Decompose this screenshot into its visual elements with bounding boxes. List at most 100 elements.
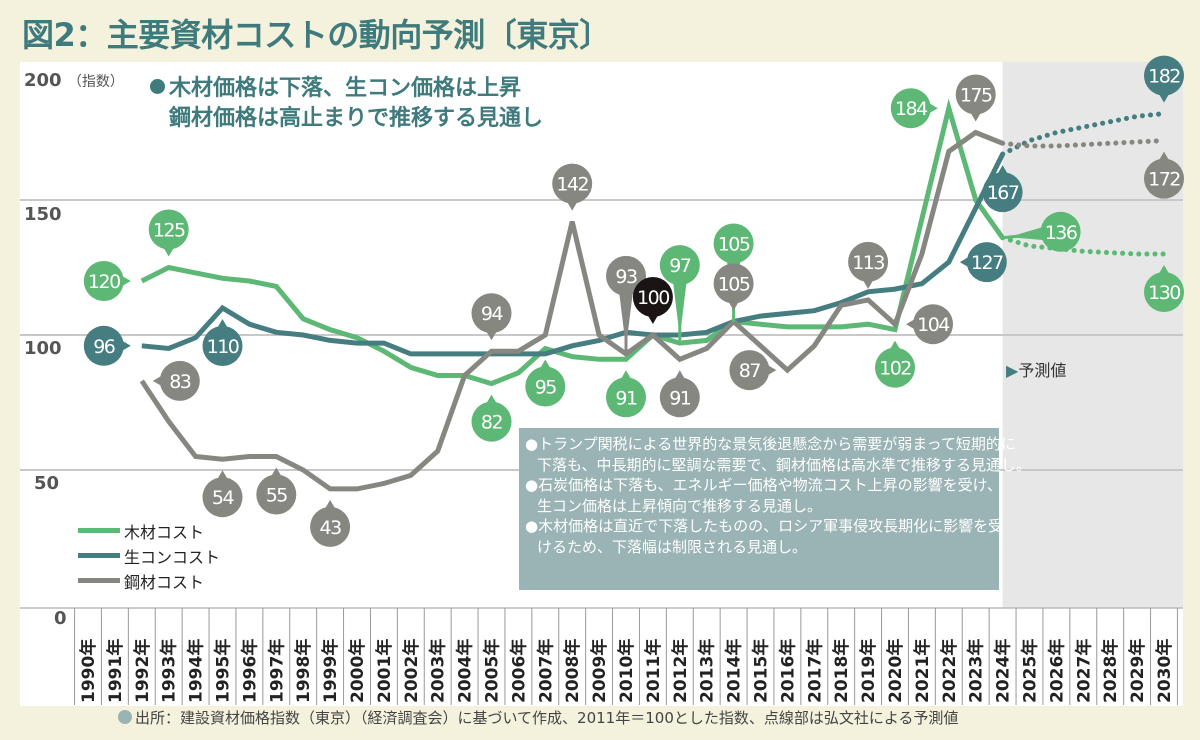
label-value: 93 bbox=[615, 266, 637, 288]
label-bubble bbox=[310, 506, 351, 547]
x-tick-label: 2013年 bbox=[697, 639, 718, 703]
y-tick-100: 100 bbox=[24, 338, 62, 359]
label-bubble bbox=[713, 263, 754, 304]
x-tick-label: 1996年 bbox=[239, 639, 260, 703]
label-bubble bbox=[729, 350, 770, 391]
label-pointer bbox=[1008, 226, 1047, 241]
y-tick-200: 200 （指数） bbox=[24, 70, 124, 91]
label-bubble bbox=[632, 277, 673, 317]
label-value: 127 bbox=[971, 252, 1003, 274]
data-label-steel: 113 bbox=[848, 241, 889, 289]
y-axis-unit: （指数） bbox=[67, 74, 124, 90]
headline-line2: 鋼材価格は高止まりで推移する見通し bbox=[169, 106, 544, 131]
x-tick-label: 1992年 bbox=[132, 639, 153, 703]
series-line-concrete bbox=[141, 152, 1005, 357]
label-value: 182 bbox=[1148, 66, 1180, 88]
x-tick-label: 1991年 bbox=[105, 639, 126, 703]
data-label-steel: 93 bbox=[606, 255, 646, 354]
data-label-wood: 125 bbox=[148, 209, 189, 257]
x-tick-label: 2029年 bbox=[1127, 639, 1148, 703]
x-tick-label: 2028年 bbox=[1100, 639, 1121, 703]
x-tick-label: 2014年 bbox=[724, 639, 745, 703]
data-label-steel: 175 bbox=[955, 74, 996, 122]
x-tick-label: 2024年 bbox=[993, 639, 1014, 703]
label-bubble bbox=[606, 255, 646, 296]
data-label-concrete: 96 bbox=[83, 325, 131, 366]
label-value: 172 bbox=[1148, 169, 1180, 191]
label-bubble bbox=[256, 474, 297, 515]
x-tick-label: 2000年 bbox=[347, 639, 368, 703]
label-value: 105 bbox=[718, 234, 750, 256]
legend-item-concrete: 生コンコスト bbox=[78, 543, 220, 568]
data-label-wood: 82 bbox=[471, 394, 512, 442]
data-label-steel: 104 bbox=[906, 304, 953, 345]
label-value: 55 bbox=[266, 485, 288, 507]
data-label-wood: 184 bbox=[890, 88, 938, 129]
legend-swatch bbox=[78, 528, 120, 533]
legend-label: 木材コスト bbox=[124, 522, 205, 542]
x-tick-label: 1997年 bbox=[266, 639, 287, 703]
x-tick-label: 2026年 bbox=[1046, 639, 1067, 703]
series-line-wood bbox=[140, 98, 1005, 387]
legend-item-steel: 鋼材コスト bbox=[78, 568, 220, 593]
data-label-wood: 130 bbox=[1144, 265, 1184, 312]
label-bubble bbox=[148, 209, 189, 250]
label-value: 83 bbox=[169, 371, 191, 393]
bullet-icon bbox=[118, 710, 132, 724]
label-value: 120 bbox=[88, 271, 120, 293]
data-label-wood: 136 bbox=[1002, 211, 1081, 252]
label-bubble bbox=[890, 88, 931, 129]
data-label-concrete: 127 bbox=[959, 242, 1007, 283]
data-label-steel: 172 bbox=[1144, 151, 1184, 199]
label-bubble bbox=[83, 261, 124, 301]
x-tick-label: 2017年 bbox=[804, 639, 825, 703]
x-tick-label: 1999年 bbox=[320, 639, 341, 703]
label-value: 113 bbox=[852, 252, 884, 274]
label-bubble bbox=[659, 245, 700, 286]
label-bubble bbox=[202, 326, 243, 366]
commentary-box: ●トランプ関税による世界的な景気後退懸念から需要が弱まって短期的に 下落も、中長… bbox=[519, 428, 1031, 590]
label-bubble bbox=[913, 304, 953, 345]
label-pointer bbox=[619, 290, 633, 348]
x-tick-label: 1990年 bbox=[78, 639, 99, 703]
data-label-steel: 55 bbox=[256, 467, 297, 515]
data-label-steel: 87 bbox=[729, 350, 777, 391]
data-label-steel: 91 bbox=[659, 370, 700, 418]
x-tick-label: 2008年 bbox=[562, 639, 583, 703]
label-value: 104 bbox=[917, 314, 950, 336]
x-tick-label: 2015年 bbox=[751, 639, 772, 703]
note-line: ●木材価格は直近で下落したものの、ロシア軍事侵攻長期化に影響を受 bbox=[525, 517, 1004, 535]
label-value: 184 bbox=[895, 98, 928, 120]
data-label-steel: 54 bbox=[202, 470, 243, 518]
y-tick-0: 0 bbox=[54, 608, 67, 629]
x-tick-label: 2018年 bbox=[831, 639, 852, 703]
source-text: 出所：建設資材価格指数（東京）（経済調査会）に基づいて作成、2011年＝100と… bbox=[135, 709, 959, 727]
x-tick-label: 2006年 bbox=[508, 639, 529, 703]
data-label-wood: 97 bbox=[659, 245, 700, 344]
label-value: 125 bbox=[153, 220, 185, 242]
x-tick-label: 1995年 bbox=[213, 639, 234, 703]
label-bubble bbox=[1144, 272, 1184, 312]
label-value: 97 bbox=[669, 255, 691, 277]
x-tick-label: 1998年 bbox=[293, 639, 314, 703]
headline-line1: 木材価格は下落、生コン価格は上昇 bbox=[169, 76, 522, 101]
label-bubble bbox=[525, 366, 566, 407]
label-value: 100 bbox=[637, 287, 669, 309]
x-tick-label: 2019年 bbox=[858, 639, 879, 703]
x-tick-label: 2011年 bbox=[643, 639, 664, 703]
label-bubble bbox=[713, 223, 754, 264]
chart-title: 図2：主要資材コストの動向予測〔東京〕 bbox=[22, 16, 611, 54]
source-footer: 出所：建設資材価格指数（東京）（経済調査会）に基づいて作成、2011年＝100と… bbox=[118, 707, 958, 728]
headline: 木材価格は下落、生コン価格は上昇 鋼材価格は高止まりで推移する見通し bbox=[150, 74, 543, 134]
label-bubble bbox=[471, 401, 512, 442]
label-value: 96 bbox=[93, 336, 115, 358]
plot-panel bbox=[20, 62, 1183, 706]
legend-swatch bbox=[78, 553, 120, 558]
forecast-line-wood bbox=[1000, 235, 1167, 257]
legend-swatch bbox=[78, 578, 120, 583]
x-tick-label: 2009年 bbox=[589, 639, 610, 703]
label-value: 110 bbox=[207, 336, 239, 358]
label-value: 95 bbox=[535, 377, 557, 399]
x-tick-label: 2003年 bbox=[428, 639, 449, 703]
